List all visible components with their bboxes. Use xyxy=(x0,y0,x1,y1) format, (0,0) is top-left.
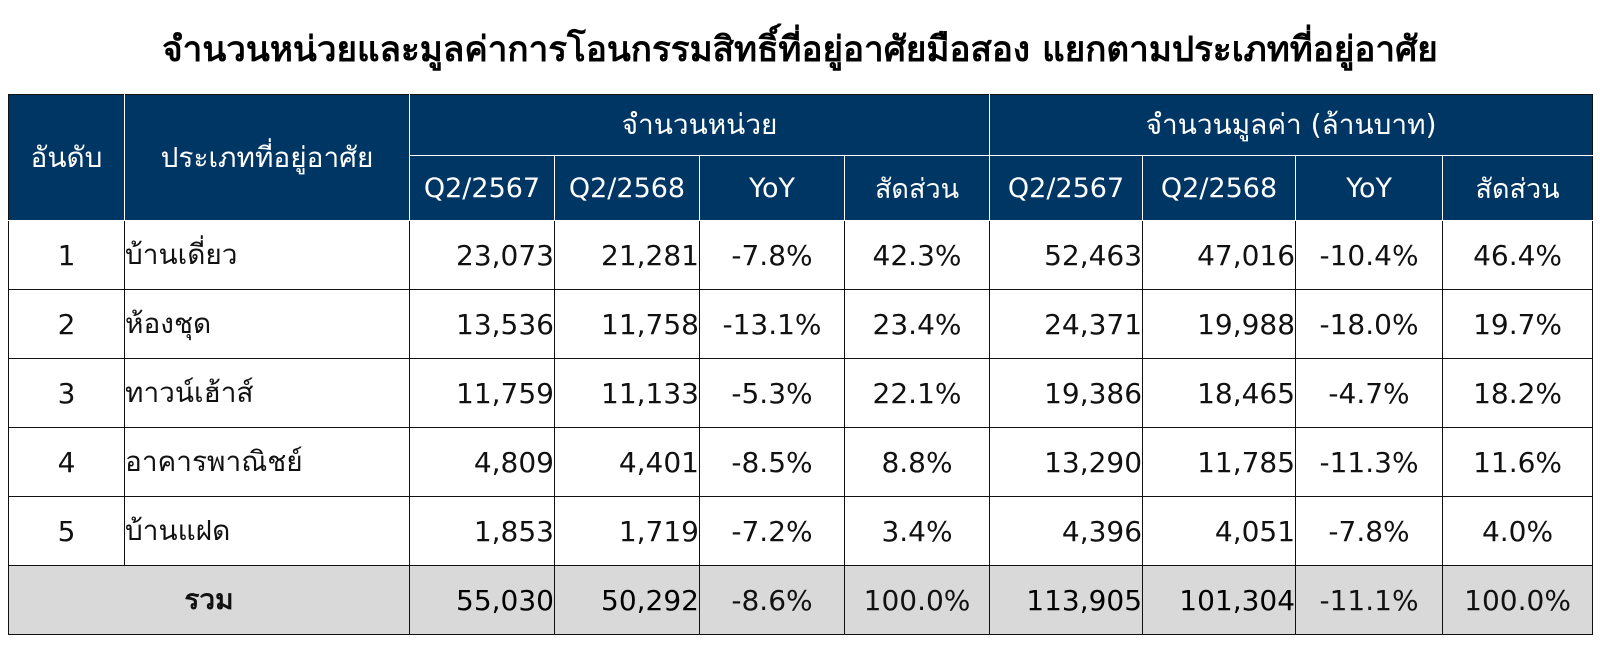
cell-value-q2-2567: 13,290 xyxy=(989,427,1144,497)
table-row: 2 ห้องชุด 13,536 11,758 -13.1% 23.4% 24,… xyxy=(8,289,1594,359)
cell-units-share: 8.8% xyxy=(843,427,991,497)
cell-rank: 2 xyxy=(8,289,125,359)
cell-value-yoy: -11.3% xyxy=(1295,427,1444,497)
cell-units-share: 42.3% xyxy=(843,220,991,290)
total-units-yoy: -8.6% xyxy=(699,565,845,635)
cell-units-q2-2567: 23,073 xyxy=(409,220,555,290)
cell-value-yoy: -10.4% xyxy=(1295,220,1444,290)
total-units-share: 100.0% xyxy=(843,565,991,635)
cell-value-share: 11.6% xyxy=(1442,427,1594,497)
page-title: จำนวนหน่วยและมูลค่าการโอนกรรมสิทธิ์ที่อย… xyxy=(162,30,1438,70)
cell-rank: 3 xyxy=(8,358,125,428)
data-table: อันดับ ประเภทที่อยู่อาศัย จำนวนหน่วย จำน… xyxy=(8,94,1594,635)
header-value-share: สัดส่วน xyxy=(1442,155,1594,221)
cell-value-q2-2568: 18,465 xyxy=(1142,358,1297,428)
header-units-q2-2568: Q2/2568 xyxy=(554,155,700,221)
header-units-group: จำนวนหน่วย xyxy=(408,94,991,156)
cell-type: บ้านเดี่ยว xyxy=(124,220,410,290)
cell-value-q2-2568: 47,016 xyxy=(1142,220,1297,290)
header-type: ประเภทที่อยู่อาศัย xyxy=(124,94,410,221)
header-rank: อันดับ xyxy=(8,94,125,221)
cell-units-q2-2567: 1,853 xyxy=(409,496,555,566)
header-units-share: สัดส่วน xyxy=(843,155,991,221)
cell-rank: 5 xyxy=(8,496,125,566)
header-value-q2-2568: Q2/2568 xyxy=(1142,155,1297,221)
table-row: 1 บ้านเดี่ยว 23,073 21,281 -7.8% 42.3% 5… xyxy=(8,220,1594,290)
cell-value-q2-2568: 4,051 xyxy=(1142,496,1297,566)
cell-units-yoy: -13.1% xyxy=(699,289,845,359)
cell-units-yoy: -8.5% xyxy=(699,427,845,497)
cell-value-q2-2568: 19,988 xyxy=(1142,289,1297,359)
cell-units-q2-2568: 11,758 xyxy=(554,289,700,359)
header-value-q2-2567: Q2/2567 xyxy=(989,155,1144,221)
total-units-q2-2568: 50,292 xyxy=(554,565,700,635)
cell-value-q2-2567: 52,463 xyxy=(989,220,1144,290)
cell-units-q2-2567: 4,809 xyxy=(409,427,555,497)
cell-units-q2-2568: 11,133 xyxy=(554,358,700,428)
header-units-q2-2567: Q2/2567 xyxy=(409,155,555,221)
table-row: 5 บ้านแฝด 1,853 1,719 -7.2% 3.4% 4,396 4… xyxy=(8,496,1594,566)
table-row: 3 ทาวน์เฮ้าส์ 11,759 11,133 -5.3% 22.1% … xyxy=(8,358,1594,428)
cell-value-share: 46.4% xyxy=(1442,220,1594,290)
total-value-share: 100.0% xyxy=(1442,565,1594,635)
cell-value-share: 4.0% xyxy=(1442,496,1594,566)
cell-units-share: 3.4% xyxy=(843,496,991,566)
cell-rank: 4 xyxy=(8,427,125,497)
total-row: รวม 55,030 50,292 -8.6% 100.0% 113,905 1… xyxy=(8,565,1594,635)
cell-units-q2-2567: 13,536 xyxy=(409,289,555,359)
total-value-q2-2568: 101,304 xyxy=(1142,565,1297,635)
total-value-q2-2567: 113,905 xyxy=(989,565,1144,635)
cell-units-q2-2568: 1,719 xyxy=(554,496,700,566)
cell-type: อาคารพาณิชย์ xyxy=(124,427,410,497)
cell-units-share: 22.1% xyxy=(843,358,991,428)
cell-value-share: 19.7% xyxy=(1442,289,1594,359)
cell-rank: 1 xyxy=(8,220,125,290)
header-value-group: จำนวนมูลค่า (ล้านบาท) xyxy=(989,94,1594,156)
cell-value-yoy: -4.7% xyxy=(1295,358,1444,428)
cell-units-q2-2568: 4,401 xyxy=(554,427,700,497)
cell-type: ทาวน์เฮ้าส์ xyxy=(124,358,410,428)
cell-value-share: 18.2% xyxy=(1442,358,1594,428)
header-value-yoy: YoY xyxy=(1295,155,1444,221)
cell-units-yoy: -5.3% xyxy=(699,358,845,428)
cell-value-q2-2567: 24,371 xyxy=(989,289,1144,359)
cell-units-share: 23.4% xyxy=(843,289,991,359)
total-units-q2-2567: 55,030 xyxy=(409,565,555,635)
header-units-yoy: YoY xyxy=(699,155,845,221)
cell-units-q2-2568: 21,281 xyxy=(554,220,700,290)
total-label: รวม xyxy=(8,565,410,635)
cell-units-yoy: -7.8% xyxy=(699,220,845,290)
cell-type: บ้านแฝด xyxy=(124,496,410,566)
cell-value-yoy: -7.8% xyxy=(1295,496,1444,566)
cell-units-q2-2567: 11,759 xyxy=(409,358,555,428)
cell-value-q2-2568: 11,785 xyxy=(1142,427,1297,497)
cell-value-q2-2567: 19,386 xyxy=(989,358,1144,428)
total-value-yoy: -11.1% xyxy=(1295,565,1444,635)
cell-type: ห้องชุด xyxy=(124,289,410,359)
cell-value-q2-2567: 4,396 xyxy=(989,496,1144,566)
cell-units-yoy: -7.2% xyxy=(699,496,845,566)
cell-value-yoy: -18.0% xyxy=(1295,289,1444,359)
table-row: 4 อาคารพาณิชย์ 4,809 4,401 -8.5% 8.8% 13… xyxy=(8,427,1594,497)
